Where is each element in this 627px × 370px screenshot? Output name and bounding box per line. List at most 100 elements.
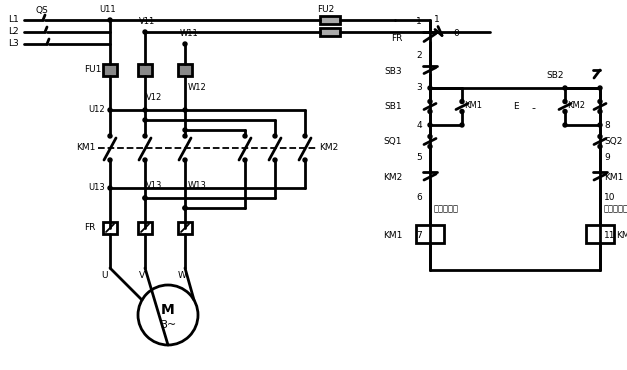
Circle shape: [303, 134, 307, 138]
Circle shape: [598, 100, 602, 104]
Circle shape: [598, 86, 602, 90]
Text: 4: 4: [416, 121, 422, 130]
Text: 9: 9: [604, 154, 609, 162]
Circle shape: [303, 158, 307, 162]
Circle shape: [143, 108, 147, 112]
Text: KM1: KM1: [382, 231, 402, 239]
Bar: [178, 222, 192, 234]
Circle shape: [108, 134, 112, 138]
Circle shape: [428, 86, 432, 90]
Text: L1: L1: [8, 16, 19, 24]
Text: 10: 10: [604, 194, 616, 202]
Text: QS: QS: [35, 6, 48, 14]
Circle shape: [243, 158, 247, 162]
Circle shape: [428, 135, 432, 138]
Bar: [138, 222, 152, 234]
Text: V12: V12: [146, 94, 162, 102]
Bar: [138, 64, 152, 76]
Bar: [320, 16, 340, 24]
Text: W11: W11: [179, 30, 198, 38]
Circle shape: [108, 108, 112, 112]
Circle shape: [183, 206, 187, 210]
Text: U13: U13: [88, 182, 105, 192]
Text: SQ1: SQ1: [384, 137, 402, 146]
Text: 8: 8: [604, 121, 609, 130]
Circle shape: [183, 206, 187, 210]
Text: U: U: [102, 272, 108, 280]
Text: E: E: [514, 102, 519, 111]
Circle shape: [108, 158, 112, 162]
Text: KM1: KM1: [76, 144, 95, 152]
Text: SB1: SB1: [384, 102, 402, 111]
Circle shape: [598, 145, 602, 148]
Circle shape: [143, 196, 147, 200]
Circle shape: [598, 123, 602, 127]
Circle shape: [460, 100, 464, 104]
Circle shape: [460, 110, 464, 114]
Circle shape: [428, 123, 432, 127]
Text: W: W: [177, 272, 186, 280]
Text: 3~: 3~: [160, 320, 176, 330]
Text: FU2: FU2: [317, 6, 335, 14]
Text: SB2: SB2: [546, 71, 564, 81]
Bar: [320, 28, 340, 36]
Circle shape: [428, 100, 432, 104]
Text: 1: 1: [434, 16, 440, 24]
Text: V: V: [139, 272, 145, 280]
Text: V11: V11: [139, 17, 155, 27]
Text: 5: 5: [416, 154, 422, 162]
Bar: [103, 222, 117, 234]
Text: L3: L3: [8, 40, 19, 48]
Text: 11: 11: [604, 231, 616, 239]
Circle shape: [460, 123, 464, 127]
Bar: [416, 225, 444, 243]
Bar: [178, 64, 192, 76]
Text: KM1: KM1: [464, 101, 482, 110]
Text: V13: V13: [146, 182, 162, 191]
Text: M: M: [161, 303, 175, 317]
Text: 2: 2: [416, 50, 422, 60]
Text: KM2: KM2: [567, 101, 585, 110]
Text: FR: FR: [391, 34, 402, 43]
Circle shape: [563, 123, 567, 127]
Circle shape: [183, 128, 187, 132]
Circle shape: [598, 135, 602, 138]
Bar: [586, 225, 614, 243]
Text: KM2: KM2: [616, 231, 627, 239]
Text: 7: 7: [416, 231, 422, 239]
Text: SQ2: SQ2: [604, 137, 623, 146]
Text: 0: 0: [453, 28, 459, 37]
Text: U12: U12: [88, 104, 105, 114]
Circle shape: [273, 158, 277, 162]
Text: W12: W12: [188, 84, 207, 92]
Circle shape: [183, 42, 187, 46]
Text: 6: 6: [416, 194, 422, 202]
Text: FR: FR: [84, 223, 95, 232]
Text: FU1: FU1: [84, 65, 102, 74]
Circle shape: [243, 134, 247, 138]
Circle shape: [273, 134, 277, 138]
Circle shape: [143, 196, 147, 200]
Circle shape: [143, 134, 147, 138]
Circle shape: [563, 110, 567, 114]
Circle shape: [428, 110, 432, 114]
Circle shape: [108, 186, 112, 190]
Circle shape: [108, 18, 112, 22]
Circle shape: [598, 110, 602, 114]
Text: 1: 1: [416, 17, 422, 27]
Circle shape: [143, 30, 147, 34]
Text: KM1: KM1: [604, 174, 623, 182]
Circle shape: [563, 86, 567, 90]
Circle shape: [428, 145, 432, 148]
Text: 反向过力矩: 反向过力矩: [604, 204, 627, 213]
Text: 3: 3: [416, 84, 422, 92]
Text: KM2: KM2: [319, 144, 338, 152]
Text: KM2: KM2: [382, 174, 402, 182]
Circle shape: [563, 100, 567, 104]
Text: U11: U11: [100, 6, 117, 14]
Circle shape: [143, 158, 147, 162]
Text: SB3: SB3: [384, 67, 402, 76]
Circle shape: [143, 118, 147, 122]
Text: -: -: [531, 104, 535, 114]
Text: W13: W13: [188, 182, 207, 191]
